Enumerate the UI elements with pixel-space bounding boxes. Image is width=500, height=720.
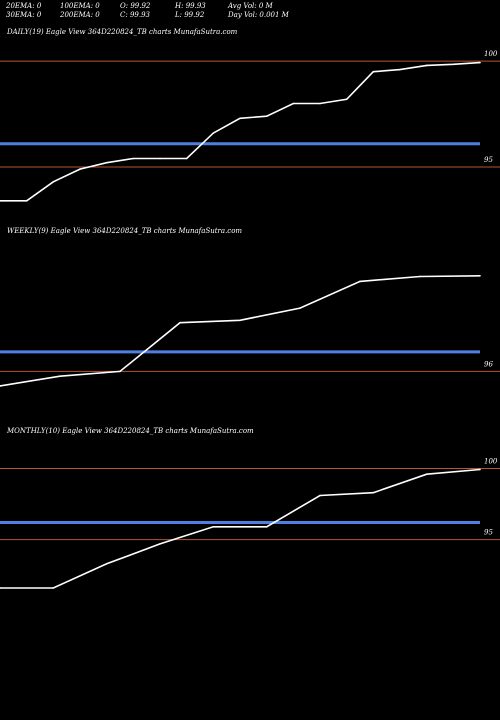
daily-price-point-1 (25, 200, 28, 202)
close-stat: C: 99.93 (120, 11, 150, 19)
daily-price-point-14 (372, 70, 375, 73)
weekly-chart-title: WEEKLY(9) Eagle View 364D220824_TB chart… (7, 227, 243, 235)
ema30-stat: 30EMA: 0 (6, 11, 42, 19)
daily-price-point-9 (239, 117, 241, 120)
low-stat: L: 99.92 (175, 11, 205, 19)
monthly-chart-title: MONTHLY(10) Eagle View 364D220824_TB cha… (7, 427, 254, 435)
daily-chart-title: DAILY(19) Eagle View 364D220824_TB chart… (7, 28, 238, 36)
daily-price-point-17 (452, 63, 455, 66)
daily-price-point-7 (185, 157, 188, 160)
daily-price-line (0, 61, 481, 202)
daily-price-point-11 (292, 102, 295, 105)
high-stat: H: 99.93 (175, 2, 206, 10)
daily-price-point-4 (105, 161, 108, 164)
daily-price-point-16 (425, 64, 428, 67)
daily-price-point-0 (0, 200, 1, 202)
ema200-stat: 200EMA: 0 (60, 11, 100, 19)
ema100-stat: 100EMA: 0 (60, 2, 100, 10)
daily-price-point-18 (479, 61, 481, 64)
daily-price-point-12 (319, 102, 321, 105)
daily-price-point-13 (345, 98, 348, 101)
day-vol-stat: Day Vol: 0.001 M (228, 11, 289, 19)
daily-price-point-10 (265, 115, 268, 117)
open-stat: O: 99.92 (120, 2, 151, 10)
avg-vol-stat: Avg Vol: 0 M (228, 2, 273, 10)
daily-ytick-label-0: 100 (484, 50, 498, 58)
daily-price-point-15 (399, 68, 401, 71)
daily-price-point-8 (212, 132, 215, 134)
daily-price-point-6 (159, 157, 161, 160)
daily-price-point-3 (79, 168, 81, 170)
daily-price-point-5 (132, 157, 135, 160)
ema20-stat: 20EMA: 0 (6, 2, 42, 10)
daily-price-point-2 (52, 180, 55, 183)
daily-ytick-label-1: 95 (484, 156, 493, 164)
